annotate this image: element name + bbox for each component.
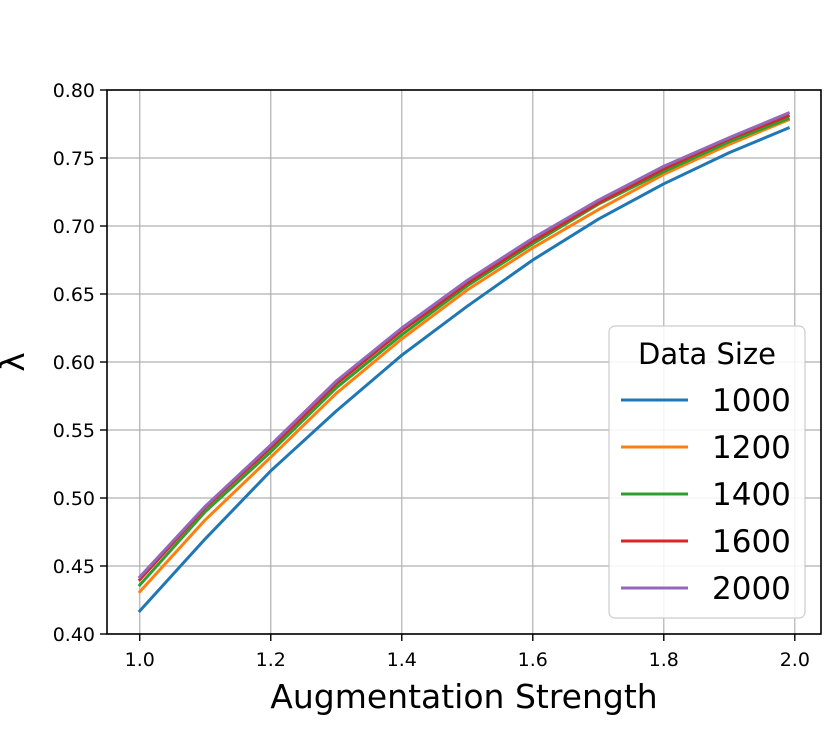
series-line-1600	[137, 113, 791, 582]
y-tick-label: 0.55	[53, 420, 95, 442]
series-lines	[137, 111, 791, 614]
legend-title: Data Size	[638, 337, 776, 371]
x-tick-label: 1.4	[387, 649, 417, 671]
y-tick-label: 0.65	[53, 284, 95, 306]
legend-label-1400: 1400	[712, 477, 791, 513]
y-tick-label: 0.45	[53, 556, 95, 578]
legend-label-1000: 1000	[712, 383, 791, 419]
legend-items: 1000 1200 1400 1600 2000	[621, 383, 791, 607]
legend-label-1600: 1600	[712, 524, 791, 560]
x-tick-label: 1.8	[649, 649, 679, 671]
y-tick-label: 0.70	[53, 216, 95, 238]
y-tick-label: 0.40	[53, 624, 95, 646]
x-tick-label: 1.0	[125, 649, 155, 671]
legend-label-1200: 1200	[712, 430, 791, 466]
y-tick-label: 0.80	[53, 80, 95, 102]
axis-ticks: 1.0 1.2 1.4 1.6 1.8 2.0 0.40 0.45 0.50 0.55 0.60 0.…	[53, 80, 810, 671]
x-tick-label: 2.0	[780, 649, 810, 671]
y-axis-title: λ	[0, 352, 32, 372]
series-line-1200	[137, 117, 791, 594]
y-tick-label: 0.75	[53, 148, 95, 170]
legend: Data Size 1000 1200 1400 1600 2000	[608, 325, 806, 619]
series-line-1400	[137, 116, 791, 588]
legend-label-2000: 2000	[712, 571, 791, 607]
x-tick-label: 1.6	[518, 649, 548, 671]
y-tick-label: 0.50	[53, 488, 95, 510]
x-axis-title: Augmentation Strength	[270, 677, 657, 716]
x-tick-label: 1.2	[256, 649, 286, 671]
series-line-2000	[137, 111, 791, 580]
series-line-1000	[137, 126, 791, 614]
y-tick-label: 0.60	[53, 352, 95, 374]
